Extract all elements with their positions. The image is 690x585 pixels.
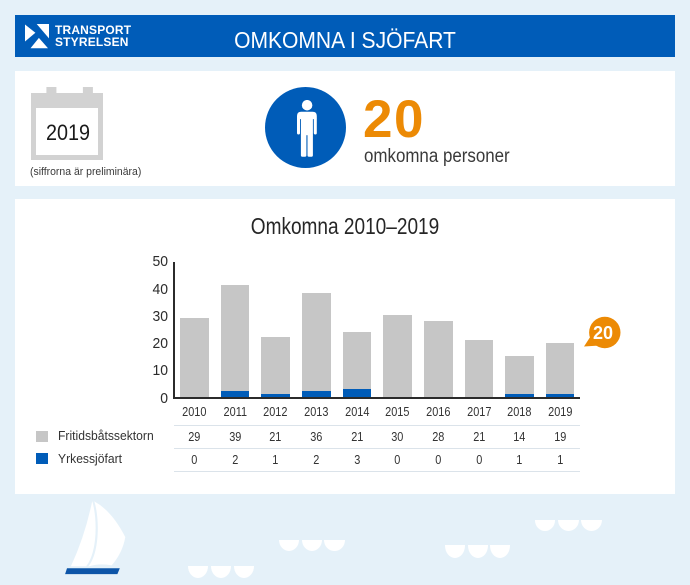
svg-text:2019: 2019 (46, 120, 90, 145)
